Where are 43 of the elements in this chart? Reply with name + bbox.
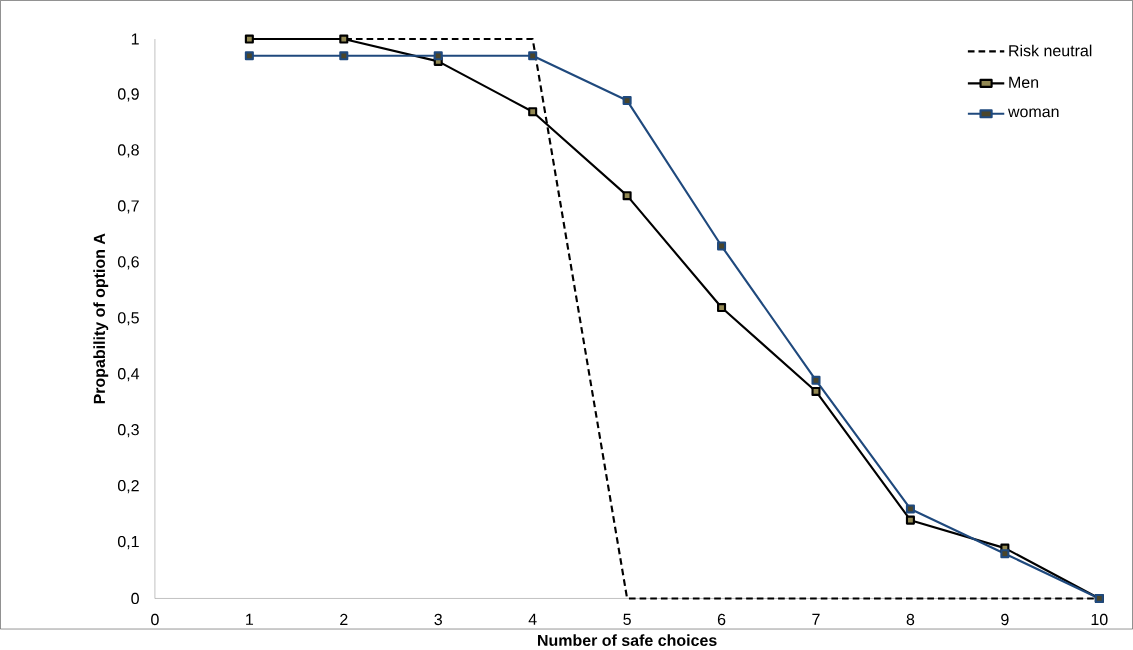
x-axis-title: Number of safe choices — [538, 634, 717, 646]
point — [905, 504, 915, 514]
x-tick-label: 7 — [812, 613, 820, 625]
y-tick-label: 0,5 — [117, 311, 139, 326]
x-tick-label: 2 — [340, 613, 348, 625]
point — [905, 515, 915, 525]
point — [622, 95, 632, 105]
x-tick-label: 8 — [906, 613, 915, 625]
point — [528, 106, 538, 117]
point — [811, 386, 821, 396]
x-tick-label: 4 — [528, 613, 537, 625]
point — [339, 34, 349, 44]
y-tick-label: 0,4 — [117, 367, 140, 382]
x-tick-label: 10 — [1091, 613, 1108, 625]
point — [433, 51, 443, 61]
y-tick-label: 0,2 — [117, 479, 139, 493]
y-tick-label: 1 — [131, 33, 139, 45]
point — [811, 375, 821, 385]
y-tick-label: 0,3 — [117, 423, 139, 438]
x-tick-label: 5 — [623, 613, 631, 625]
x-tick-label: 9 — [1001, 613, 1009, 625]
point — [244, 51, 254, 61]
point — [339, 51, 349, 61]
x-tick-label: 6 — [717, 613, 726, 625]
y-tick-label: 0,7 — [117, 200, 139, 214]
x-tick-label: 3 — [434, 613, 442, 625]
x-tick-label: 1 — [246, 613, 254, 625]
y-tick-label: 0,8 — [117, 144, 139, 158]
point — [528, 51, 538, 61]
y-axis-title: Propability of option A — [93, 233, 109, 404]
point — [717, 241, 727, 251]
point — [622, 190, 632, 200]
point — [244, 34, 254, 44]
legend-label: Risk neutral — [1009, 44, 1092, 57]
y-tick-label: 0,1 — [117, 535, 139, 549]
y-tick-label: 0,6 — [117, 255, 139, 270]
legend-label: woman — [1007, 108, 1059, 117]
y-tick-label: 0 — [131, 592, 139, 604]
point — [717, 302, 727, 312]
point — [1000, 548, 1010, 559]
y-tick-label: 0,9 — [117, 88, 139, 102]
legend-label: Men — [1009, 76, 1039, 88]
x-tick-label: 0 — [151, 613, 159, 625]
